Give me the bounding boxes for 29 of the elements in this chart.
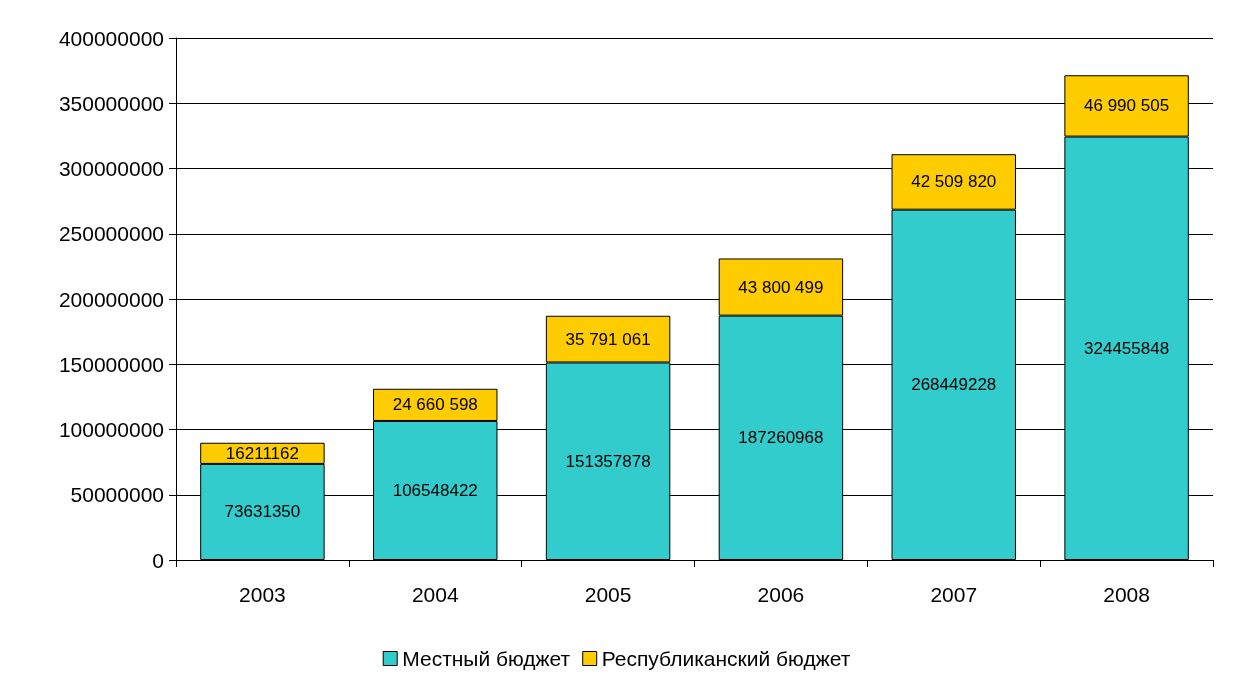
data-label: 268449228 (911, 375, 997, 395)
x-tick-label: 2007 (930, 583, 978, 606)
legend-label: Местный бюджет (402, 647, 571, 670)
data-label: 16211162 (225, 443, 299, 463)
data-label: 324455848 (1084, 338, 1170, 358)
x-tick-label: 2004 (411, 583, 459, 606)
y-tick-label: 100000000 (58, 418, 164, 441)
y-tick-label: 250000000 (58, 222, 164, 246)
data-label: 43 800 499 (738, 277, 824, 297)
x-tick-label: 2008 (1103, 583, 1150, 606)
y-tick-label: 400000000 (58, 26, 164, 50)
legend-label: Республиканский бюджет (601, 647, 851, 670)
data-label: 151357878 (565, 451, 651, 471)
y-tick-label: 200000000 (58, 287, 164, 311)
y-tick-label: 50000000 (70, 483, 164, 507)
data-label: 35 791 061 (565, 329, 651, 349)
data-label: 24 660 598 (392, 395, 478, 415)
x-tick-label: 2005 (584, 583, 632, 606)
x-tick-label: 2003 (239, 583, 286, 606)
y-tick-label: 350000000 (58, 91, 164, 115)
data-label: 106548422 (392, 480, 478, 500)
y-tick-label: 150000000 (58, 352, 164, 376)
data-label: 73631350 (224, 502, 301, 522)
y-tick-label: 300000000 (58, 157, 164, 180)
y-tick-label: 0 (152, 548, 164, 572)
data-label: 46 990 505 (1084, 96, 1170, 116)
x-tick-label: 2006 (757, 583, 805, 606)
data-label: 42 509 820 (911, 172, 997, 192)
data-label: 187260968 (738, 428, 824, 448)
